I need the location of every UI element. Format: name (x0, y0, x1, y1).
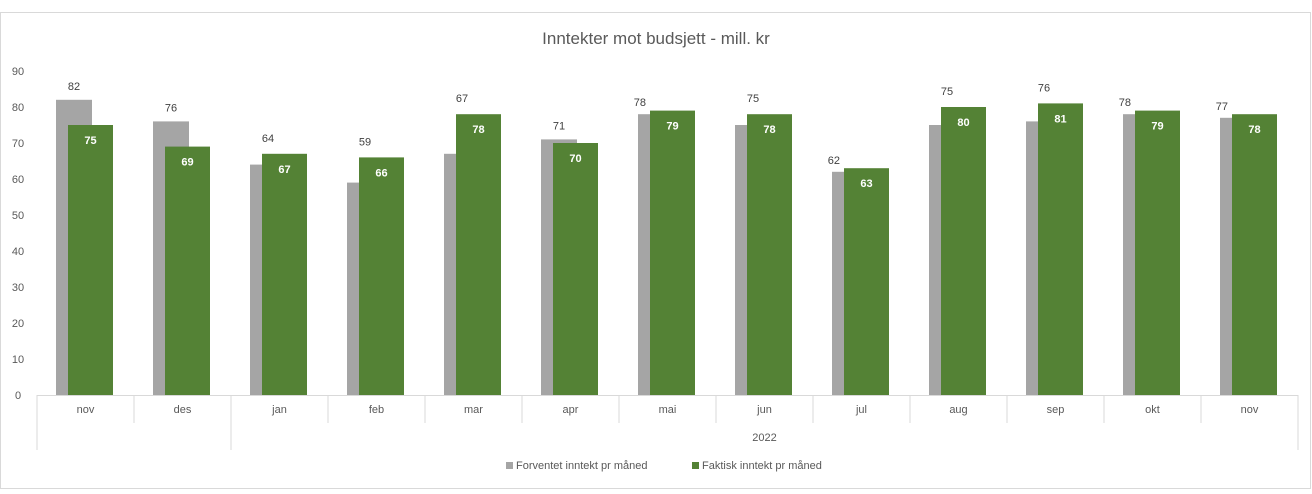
bar-faktisk (1232, 114, 1277, 395)
data-label-forventet: 76 (165, 102, 177, 114)
x-tick-label: apr (563, 404, 579, 416)
x-tick-label: jul (855, 404, 867, 416)
chart-title: Inntekter mot budsjett - mill. kr (542, 29, 770, 48)
data-label-faktisk: 63 (860, 178, 872, 190)
data-label-faktisk: 81 (1054, 113, 1066, 125)
y-axis: 0 10 20 30 40 50 60 70 80 90 (12, 66, 24, 402)
data-label-faktisk: 78 (472, 124, 484, 136)
x-tick-label: sep (1047, 404, 1065, 416)
data-label-forventet: 82 (68, 81, 80, 93)
bars (56, 99, 1277, 396)
bar-faktisk (941, 107, 986, 395)
y-tick-label: 30 (12, 282, 24, 294)
data-label-faktisk: 78 (763, 124, 775, 136)
bar-faktisk (456, 114, 501, 395)
data-label-faktisk: 79 (1151, 121, 1163, 133)
data-label-faktisk: 78 (1248, 124, 1260, 136)
y-tick-label: 0 (15, 390, 21, 402)
group-label: 2022 (752, 432, 776, 444)
bar-faktisk (844, 168, 889, 395)
x-axis: nov des jan feb mar apr mai jun jul aug sep okt nov 2… (36, 395, 1299, 450)
data-label-forventet: 77 (1216, 101, 1228, 113)
data-label-forventet: 62 (828, 155, 840, 167)
legend-swatch (692, 462, 699, 469)
x-tick-label: jun (756, 404, 772, 416)
x-tick-label: feb (369, 404, 384, 416)
bar-faktisk (1135, 110, 1180, 395)
x-tick-label: okt (1145, 404, 1160, 416)
legend-label: Faktisk inntekt pr måned (702, 460, 822, 472)
data-label-forventet: 59 (359, 136, 371, 148)
data-label-forventet: 76 (1038, 82, 1050, 94)
data-label-forventet: 78 (634, 97, 646, 109)
data-label-forventet: 64 (262, 133, 274, 145)
bar-faktisk (553, 143, 598, 395)
x-tick-label: nov (1241, 404, 1259, 416)
y-tick-label: 90 (12, 66, 24, 78)
bar-faktisk (1038, 103, 1083, 396)
bar-faktisk (262, 153, 307, 395)
data-label-forventet: 78 (1119, 97, 1131, 109)
bar-faktisk (165, 146, 210, 395)
data-label-forventet: 67 (456, 93, 468, 105)
data-label-faktisk: 66 (375, 167, 387, 179)
y-tick-label: 70 (12, 138, 24, 150)
legend-swatch (506, 462, 513, 469)
bar-faktisk (68, 125, 113, 395)
y-tick-label: 60 (12, 174, 24, 186)
data-label-faktisk: 80 (957, 117, 969, 129)
data-labels: 82 75 76 69 64 67 59 66 67 78 71 70 78 79 75 78 62 63 75 80… (68, 81, 1261, 190)
bar-faktisk (747, 114, 792, 395)
x-tick-label: mar (464, 404, 483, 416)
data-label-forventet: 75 (941, 86, 953, 98)
data-label-faktisk: 69 (181, 157, 193, 169)
y-tick-label: 10 (12, 354, 24, 366)
x-tick-label: aug (949, 404, 967, 416)
bar-faktisk (650, 110, 695, 395)
x-tick-label: mai (659, 404, 677, 416)
legend-label: Forventet inntekt pr måned (516, 460, 647, 472)
data-label-faktisk: 70 (569, 153, 581, 165)
x-tick-label: jan (271, 404, 287, 416)
data-label-faktisk: 75 (84, 135, 96, 147)
data-label-forventet: 71 (553, 120, 565, 132)
legend: Forventet inntekt pr måned Faktisk inntek… (506, 460, 822, 472)
y-tick-label: 80 (12, 102, 24, 114)
bar-faktisk (359, 157, 404, 395)
data-label-forventet: 75 (747, 93, 759, 105)
data-label-faktisk: 79 (666, 121, 678, 133)
x-tick-label: nov (77, 404, 95, 416)
data-label-faktisk: 67 (278, 164, 290, 176)
x-tick-label: des (174, 404, 192, 416)
y-tick-label: 50 (12, 210, 24, 222)
y-tick-label: 40 (12, 246, 24, 258)
y-tick-label: 20 (12, 318, 24, 330)
